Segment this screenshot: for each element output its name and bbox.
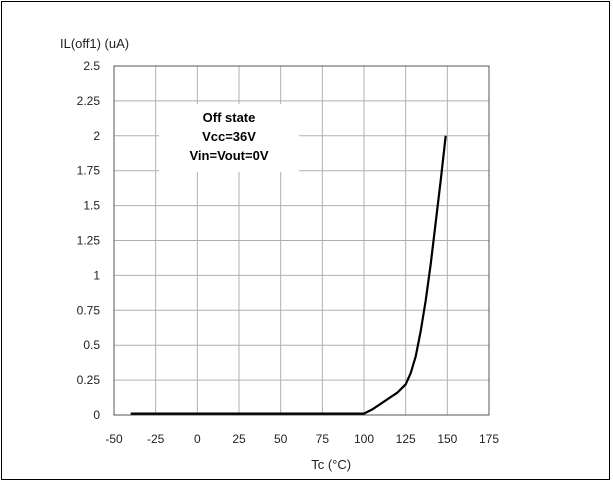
y-tick-label: 1.25: [77, 234, 101, 248]
x-tick-label: 125: [396, 432, 416, 446]
y-tick-label: 2: [93, 129, 100, 143]
x-tick-label: -25: [147, 432, 165, 446]
annotation-line: Vcc=36V: [202, 129, 256, 144]
y-tick-labels: 0 0.25 0.5 0.75 1 1.25 1.5 1.75 2 2.25 2.5: [77, 59, 101, 422]
x-axis-label: Tc (°C): [311, 457, 351, 472]
x-tick-label: 50: [274, 432, 288, 446]
x-tick-label: 175: [479, 432, 499, 446]
y-tick-label: 0.5: [83, 338, 100, 352]
x-tick-labels: -50 -25 0 25 50 75 100 125 150 175: [105, 432, 499, 446]
y-tick-label: 0: [93, 408, 100, 422]
plot-area: [113, 65, 490, 416]
annotation-box: [159, 104, 299, 172]
x-tick-label: 0: [194, 432, 201, 446]
y-tick-label: 2.25: [77, 94, 101, 108]
annotation-background: [159, 104, 299, 172]
annotation-line: Vin=Vout=0V: [190, 148, 269, 163]
x-tick-label: -50: [105, 432, 123, 446]
annotation-text: Off state Vcc=36V Vin=Vout=0V: [190, 110, 269, 163]
annotation-line: Off state: [203, 110, 256, 125]
x-tick-label: 100: [354, 432, 374, 446]
y-tick-label: 1.5: [83, 199, 100, 213]
y-tick-label: 0.75: [77, 303, 101, 317]
x-tick-label: 150: [437, 432, 457, 446]
y-tick-label: 1.75: [77, 164, 101, 178]
y-tick-label: 1: [93, 268, 100, 282]
series-line: [130, 135, 447, 415]
y-tick-label: 2.5: [83, 59, 100, 73]
y-axis-label: IL(off1) (uA): [60, 36, 129, 51]
x-tick-label: 75: [316, 432, 330, 446]
y-tick-label: 0.25: [77, 373, 101, 387]
series-group: [130, 135, 447, 415]
x-tick-label: 25: [232, 432, 246, 446]
